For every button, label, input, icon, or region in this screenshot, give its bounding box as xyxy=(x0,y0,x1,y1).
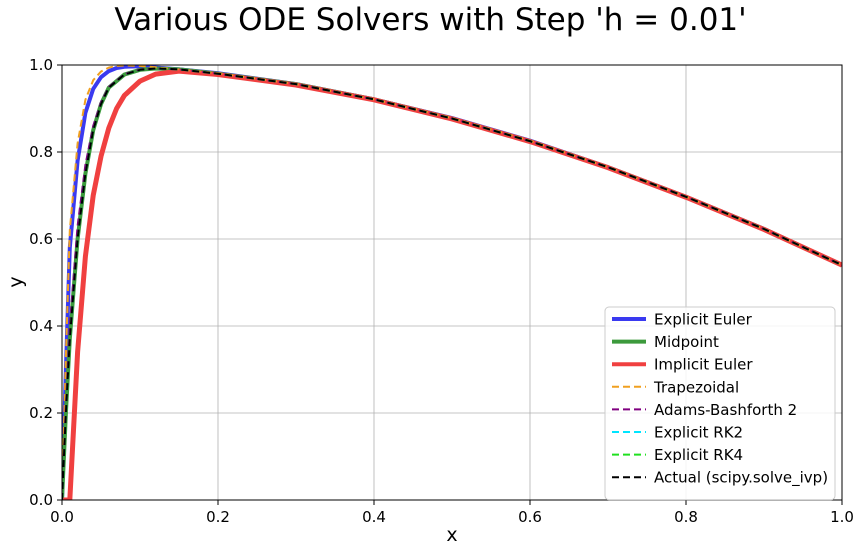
x-tick-label: 0.4 xyxy=(362,508,386,526)
x-axis-label: x xyxy=(446,524,457,546)
y-axis-label: y xyxy=(5,276,27,287)
legend-label-3: Trapezoidal xyxy=(653,378,739,396)
legend-label-7: Actual (scipy.solve_ivp) xyxy=(654,469,828,488)
legend-label-2: Implicit Euler xyxy=(654,356,753,374)
series-line-7 xyxy=(62,67,842,500)
legend-label-6: Explicit RK4 xyxy=(654,446,743,464)
legend-label-5: Explicit RK2 xyxy=(654,424,743,442)
legend-label-1: Midpoint xyxy=(654,333,719,351)
y-tick-label: 0.0 xyxy=(29,491,53,509)
plot-frame xyxy=(61,64,843,501)
legend: Explicit Euler Midpoint Implicit Euler Trap… xyxy=(604,306,836,501)
x-tick-label: 1.0 xyxy=(830,508,854,526)
y-tick-label: 1.0 xyxy=(29,56,53,74)
y-tick-label: 0.2 xyxy=(29,404,53,422)
y-tick-label: 0.8 xyxy=(29,143,53,161)
chart-title: Various ODE Solvers with Step 'h = 0.01' xyxy=(114,2,747,38)
series-lines xyxy=(62,65,842,500)
y-tick-label: 0.4 xyxy=(29,317,53,335)
x-tick-label: 0.8 xyxy=(674,508,698,526)
x-tick-label: 0.6 xyxy=(518,508,542,526)
x-tick-label: 0.2 xyxy=(206,508,230,526)
y-tick-label: 0.6 xyxy=(29,230,53,248)
x-axis-ticks: 0.0 0.2 0.4 0.6 0.8 1.0 xyxy=(50,500,854,526)
y-axis-ticks: 0.0 0.2 0.4 0.6 0.8 1.0 xyxy=(29,56,62,509)
legend-label-4: Adams-Bashforth 2 xyxy=(654,401,797,419)
x-tick-label: 0.0 xyxy=(50,508,74,526)
legend-label-0: Explicit Euler xyxy=(654,311,753,329)
legend-box xyxy=(604,306,836,501)
